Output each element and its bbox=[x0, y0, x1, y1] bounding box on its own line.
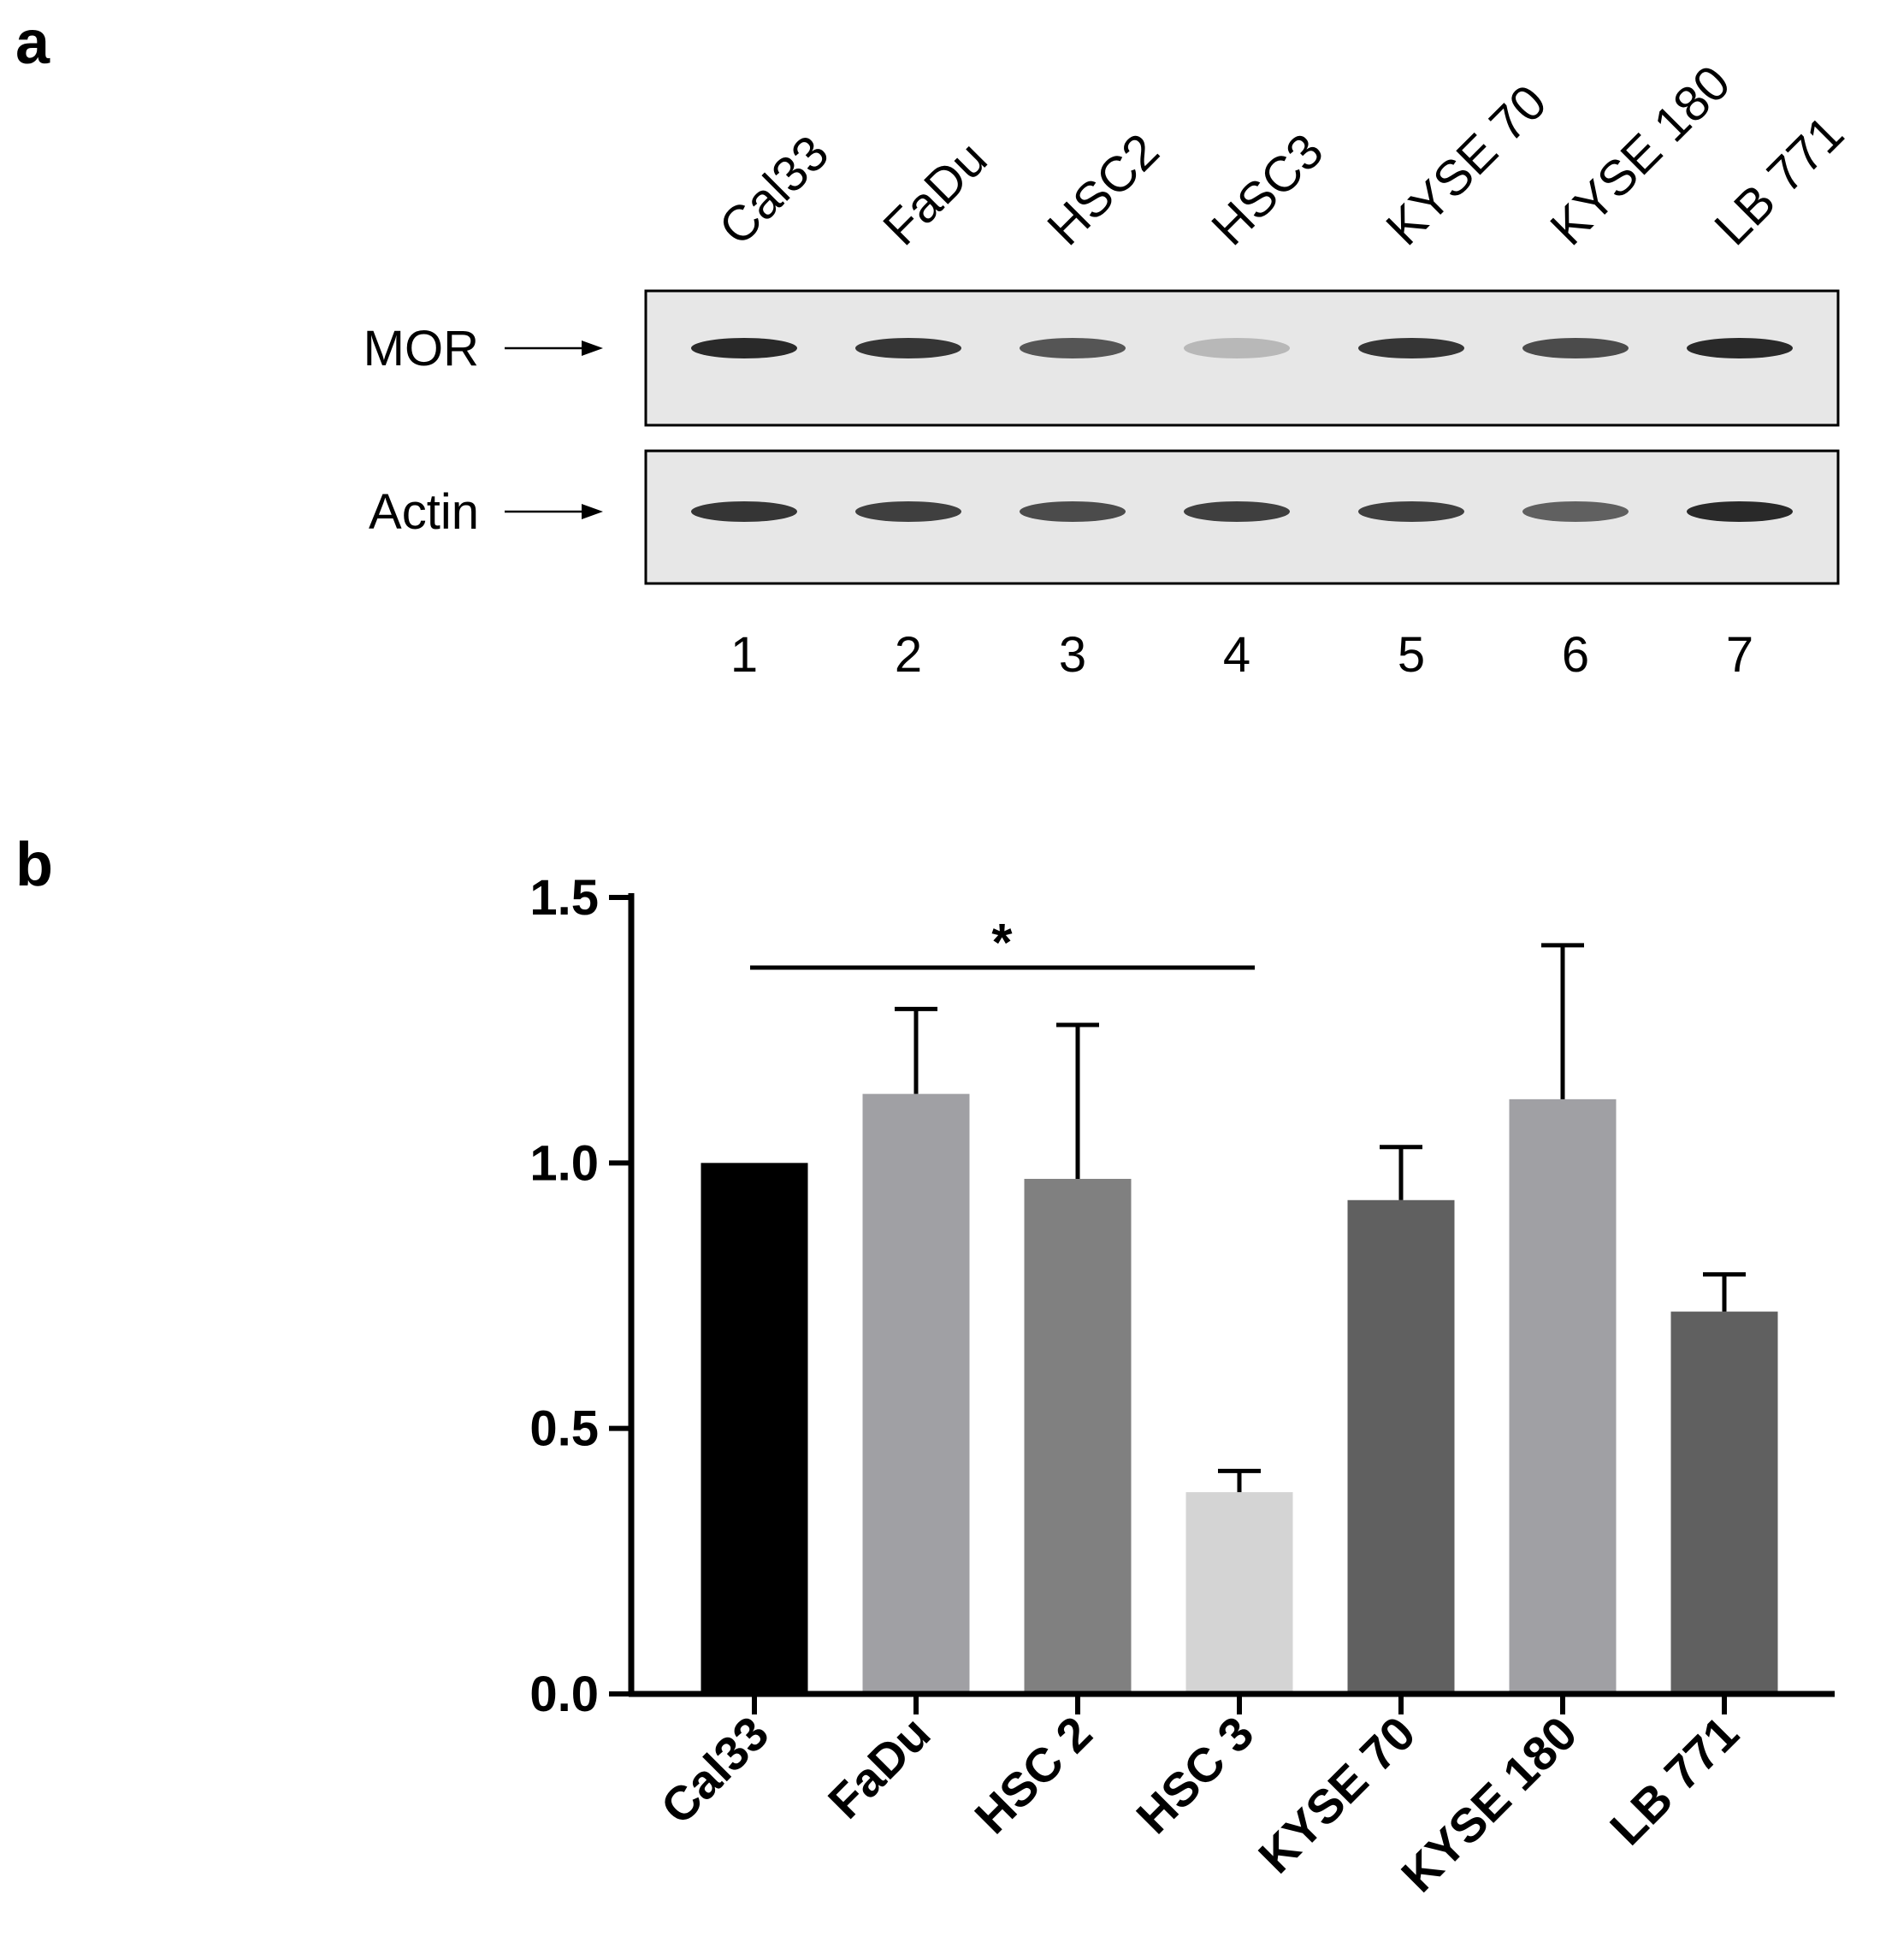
blot-label: Actin bbox=[369, 484, 479, 540]
blot-band bbox=[1020, 338, 1126, 358]
bar bbox=[701, 1163, 808, 1694]
y-tick-label: 1.5 bbox=[529, 870, 599, 926]
blot-label: MOR bbox=[364, 321, 479, 376]
significance-marker: * bbox=[991, 914, 1013, 973]
arrow-head bbox=[582, 504, 603, 519]
panel-b-letter: b bbox=[15, 831, 53, 899]
lane-number-label: 5 bbox=[1398, 627, 1425, 683]
x-tick-label: Cal33 bbox=[650, 1706, 778, 1834]
bar bbox=[1347, 1199, 1455, 1694]
lane-name-label: HSC2 bbox=[1037, 123, 1169, 256]
lane-number-label: 4 bbox=[1223, 627, 1250, 683]
y-tick-label: 0.0 bbox=[529, 1667, 599, 1722]
lane-number-label: 6 bbox=[1562, 627, 1589, 683]
x-tick-label: HSC 2 bbox=[964, 1706, 1102, 1844]
bar bbox=[1670, 1312, 1778, 1694]
x-tick-label: KYSE 180 bbox=[1391, 1706, 1587, 1902]
blot-band bbox=[1184, 501, 1290, 522]
blot-band bbox=[1522, 338, 1629, 358]
blot-band bbox=[1687, 338, 1793, 358]
blot-band bbox=[1184, 338, 1290, 358]
blot-band bbox=[691, 338, 797, 358]
blot-band bbox=[855, 338, 961, 358]
y-tick-label: 1.0 bbox=[529, 1135, 599, 1191]
blot-band bbox=[1020, 501, 1126, 522]
lane-name-label: FaDu bbox=[872, 131, 997, 256]
blot-band bbox=[1522, 501, 1629, 522]
blot-membrane bbox=[644, 289, 1840, 427]
arrow-head bbox=[582, 340, 603, 356]
blot-band bbox=[691, 501, 797, 522]
lane-name-label: HSC3 bbox=[1201, 123, 1333, 256]
bar bbox=[1185, 1492, 1293, 1694]
x-tick-label: HSC 3 bbox=[1126, 1706, 1263, 1844]
blot-band bbox=[1687, 501, 1793, 522]
lane-number-label: 2 bbox=[895, 627, 922, 683]
bar bbox=[1024, 1178, 1132, 1694]
blot-band bbox=[1358, 501, 1464, 522]
lane-number-label: 7 bbox=[1726, 627, 1753, 683]
x-tick-label: LB 771 bbox=[1599, 1706, 1748, 1855]
lane-name-label: Cal33 bbox=[708, 125, 839, 256]
y-tick-label: 0.5 bbox=[529, 1401, 599, 1457]
lane-name-label: KYSE 70 bbox=[1375, 74, 1557, 256]
x-tick-label: FaDu bbox=[818, 1706, 941, 1829]
blot-band bbox=[1358, 338, 1464, 358]
blot-band bbox=[855, 501, 961, 522]
lane-name-label: LB 771 bbox=[1704, 105, 1854, 256]
panel-a-letter: a bbox=[15, 9, 50, 77]
bar bbox=[1509, 1098, 1617, 1694]
lane-name-label: KYSE 180 bbox=[1540, 55, 1741, 256]
lane-number-label: 3 bbox=[1059, 627, 1086, 683]
bar bbox=[862, 1093, 970, 1694]
lane-number-label: 1 bbox=[730, 627, 758, 683]
